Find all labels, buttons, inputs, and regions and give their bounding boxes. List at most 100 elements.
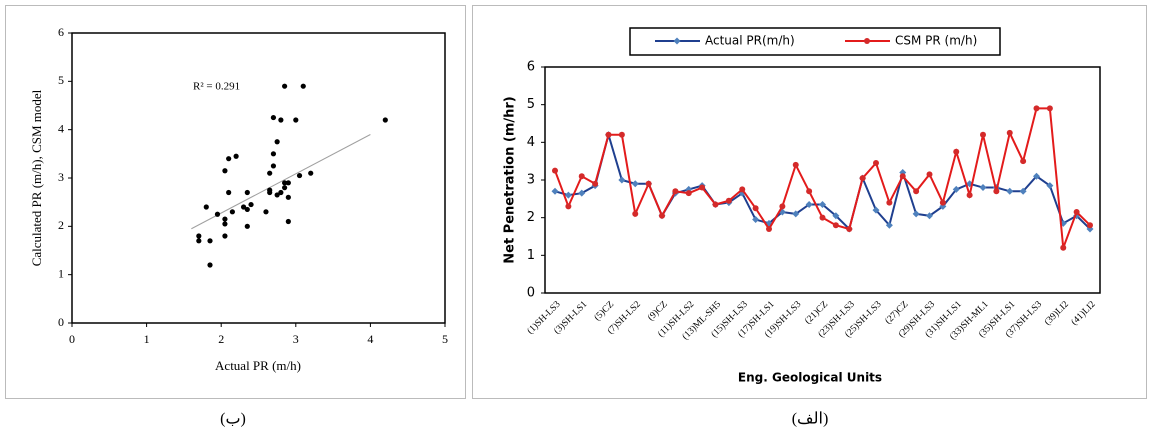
marker — [1087, 222, 1093, 229]
point — [300, 83, 306, 89]
y-tick-label: 5 — [527, 97, 535, 112]
marker — [645, 180, 652, 187]
marker — [792, 161, 799, 168]
y-tick-label: 1 — [527, 248, 535, 263]
point — [248, 201, 254, 208]
marker — [952, 185, 960, 193]
marker — [618, 176, 626, 184]
marker — [832, 212, 840, 220]
legend-marker — [864, 38, 870, 44]
marker — [886, 199, 893, 206]
marker — [699, 184, 706, 191]
point — [282, 180, 288, 186]
point — [278, 189, 284, 196]
marker — [1019, 187, 1027, 195]
marker — [980, 131, 986, 138]
marker — [618, 131, 625, 138]
marker — [899, 173, 906, 180]
legend-marker — [673, 37, 681, 45]
marker — [739, 186, 746, 193]
point — [233, 153, 239, 159]
point — [282, 185, 288, 191]
y-tick-label: 0 — [58, 315, 64, 329]
marker — [1020, 158, 1027, 165]
point — [244, 223, 250, 229]
y-axis-title: Calculated PR (m/h), CSM model — [29, 89, 44, 266]
point — [244, 189, 250, 196]
marker — [859, 175, 866, 182]
marker — [993, 188, 1000, 195]
point — [293, 117, 299, 123]
marker — [725, 197, 732, 204]
y-tick-label: 6 — [58, 25, 64, 39]
point — [296, 172, 303, 179]
marker — [1033, 172, 1040, 180]
marker — [631, 180, 639, 188]
marker — [578, 173, 585, 180]
y-tick-label: 3 — [58, 170, 64, 184]
marker — [564, 191, 572, 199]
point — [240, 204, 247, 210]
marker — [913, 188, 920, 195]
y-tick-label: 2 — [58, 218, 64, 232]
marker — [685, 190, 692, 197]
point — [282, 83, 288, 89]
trend-line — [191, 134, 371, 230]
point — [274, 192, 280, 198]
marker — [873, 160, 879, 167]
y-tick-label: 3 — [527, 173, 535, 188]
marker — [953, 148, 960, 155]
y-tick-label: 4 — [527, 135, 535, 150]
marker — [712, 201, 719, 208]
point — [226, 156, 232, 162]
point — [222, 233, 228, 239]
point — [270, 114, 277, 121]
marker — [806, 188, 813, 195]
marker — [832, 222, 839, 229]
marker — [1046, 105, 1053, 112]
y-tick-label: 0 — [527, 286, 535, 301]
marker — [912, 210, 920, 218]
legend-label: CSM PR (m/h) — [895, 34, 977, 48]
point — [267, 170, 273, 176]
caption: (الف) — [792, 411, 829, 428]
marker — [805, 200, 813, 208]
marker — [1006, 129, 1013, 136]
point — [285, 180, 291, 186]
marker — [1046, 182, 1054, 190]
marker — [872, 206, 880, 214]
caption: (ب) — [220, 411, 246, 428]
marker — [766, 225, 772, 232]
point — [222, 221, 228, 227]
x-tick-label: 1 — [144, 332, 150, 346]
point — [278, 117, 284, 123]
y-tick-label: 6 — [527, 60, 535, 75]
point — [285, 194, 291, 200]
point — [214, 211, 221, 217]
point — [229, 209, 235, 215]
y-tick-label: 2 — [527, 210, 535, 225]
marker — [578, 189, 586, 197]
x-tick-label: 3 — [293, 332, 299, 346]
point — [274, 139, 280, 145]
marker — [659, 212, 665, 219]
marker — [792, 210, 800, 218]
annotation: R² = 0.291 — [193, 81, 240, 93]
x-tick-label: 5 — [442, 332, 448, 346]
legend-label: Actual PR(m/h) — [705, 34, 795, 48]
marker — [672, 188, 679, 195]
marker — [819, 214, 826, 221]
marker — [752, 205, 759, 212]
x-tick-label: 4 — [367, 332, 373, 346]
marker — [885, 221, 893, 229]
point — [196, 233, 202, 239]
y-tick-label: 4 — [58, 121, 64, 135]
point — [207, 238, 213, 244]
point — [244, 206, 250, 213]
point — [382, 117, 388, 123]
marker — [966, 192, 973, 199]
marker — [939, 199, 946, 206]
point — [226, 189, 232, 196]
y-tick-label: 5 — [58, 73, 64, 87]
